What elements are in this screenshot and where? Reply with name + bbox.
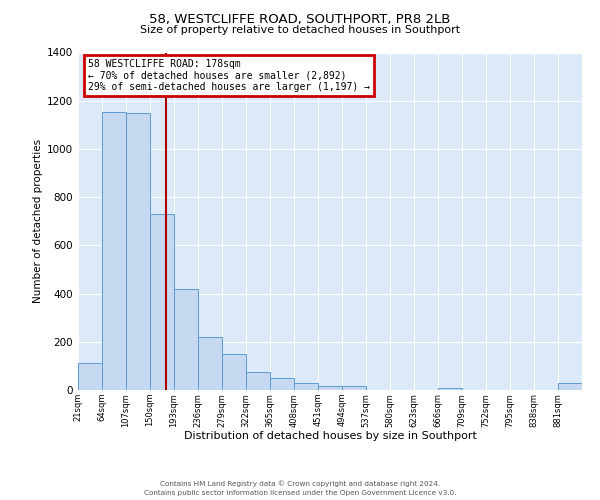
Bar [102,112,126,390]
X-axis label: Distribution of detached houses by size in Southport: Distribution of detached houses by size … [184,431,476,441]
Text: Size of property relative to detached houses in Southport: Size of property relative to detached ho… [140,25,460,35]
Text: 58 WESTCLIFFE ROAD: 178sqm
← 70% of detached houses are smaller (2,892)
29% of s: 58 WESTCLIFFE ROAD: 178sqm ← 70% of deta… [88,59,370,92]
Bar [438,388,462,390]
Bar [246,372,270,390]
Bar [342,386,366,390]
Bar [222,354,246,390]
Bar [150,214,174,390]
Text: Contains HM Land Registry data © Crown copyright and database right 2024.
Contai: Contains HM Land Registry data © Crown c… [144,480,456,496]
Bar [126,113,150,390]
Bar [558,383,582,390]
Bar [270,378,294,390]
Y-axis label: Number of detached properties: Number of detached properties [33,139,43,304]
Bar [78,364,102,390]
Text: 58, WESTCLIFFE ROAD, SOUTHPORT, PR8 2LB: 58, WESTCLIFFE ROAD, SOUTHPORT, PR8 2LB [149,12,451,26]
Bar [198,337,222,390]
Bar [174,289,198,390]
Bar [294,383,318,390]
Bar [318,386,342,390]
